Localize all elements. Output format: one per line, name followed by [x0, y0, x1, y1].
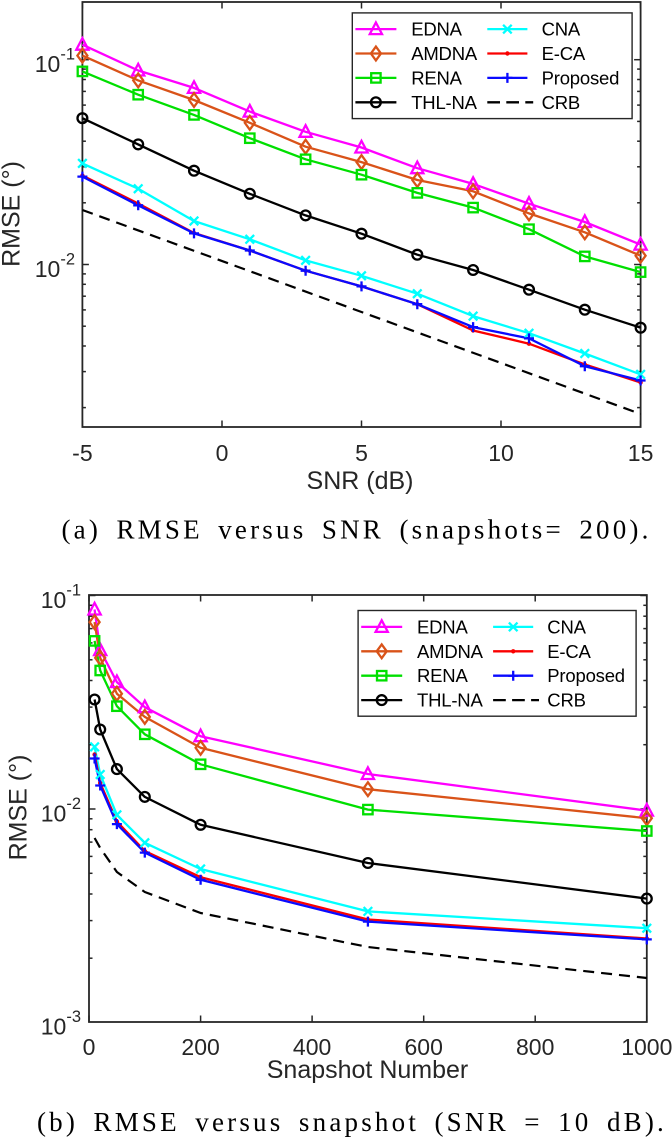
svg-text:THL-NA: THL-NA: [411, 92, 477, 113]
svg-text:RENA: RENA: [417, 665, 468, 686]
svg-text:RENA: RENA: [411, 67, 462, 88]
svg-text:AMDNA: AMDNA: [417, 641, 484, 662]
svg-text:600: 600: [405, 1034, 443, 1060]
svg-text:15: 15: [628, 440, 654, 466]
svg-text:RMSE (°): RMSE (°): [4, 755, 32, 861]
svg-text:RMSE (°): RMSE (°): [0, 161, 26, 267]
svg-text:400: 400: [293, 1034, 331, 1060]
svg-text:AMDNA: AMDNA: [411, 43, 478, 64]
svg-text:0: 0: [216, 440, 229, 466]
svg-text:5: 5: [355, 440, 368, 466]
svg-text:E-CA: E-CA: [547, 641, 591, 662]
svg-text:Proposed: Proposed: [542, 67, 620, 88]
svg-text:1000: 1000: [621, 1034, 672, 1060]
svg-text:CRB: CRB: [547, 690, 585, 711]
svg-text:CNA: CNA: [547, 616, 586, 637]
svg-text:800: 800: [516, 1034, 554, 1060]
svg-text:Snapshot Number: Snapshot Number: [267, 1056, 469, 1084]
svg-text:-5: -5: [72, 440, 92, 466]
svg-text:CNA: CNA: [542, 19, 581, 40]
svg-text:EDNA: EDNA: [417, 616, 468, 637]
svg-text:E-CA: E-CA: [542, 43, 586, 64]
svg-text:EDNA: EDNA: [411, 19, 462, 40]
svg-text:(a) RMSE versus SNR (snapshots: (a) RMSE versus SNR (snapshots= 200).: [61, 515, 651, 545]
svg-text:CRB: CRB: [542, 92, 580, 113]
svg-text:10: 10: [488, 440, 514, 466]
svg-text:Proposed: Proposed: [547, 665, 625, 686]
svg-text:0: 0: [83, 1034, 96, 1060]
svg-text:THL-NA: THL-NA: [417, 690, 483, 711]
svg-text:(b) RMSE versus snapshot (SNR: (b) RMSE versus snapshot (SNR = 10 dB).: [37, 1107, 667, 1137]
svg-text:SNR (dB): SNR (dB): [307, 467, 414, 495]
svg-text:200: 200: [181, 1034, 219, 1060]
